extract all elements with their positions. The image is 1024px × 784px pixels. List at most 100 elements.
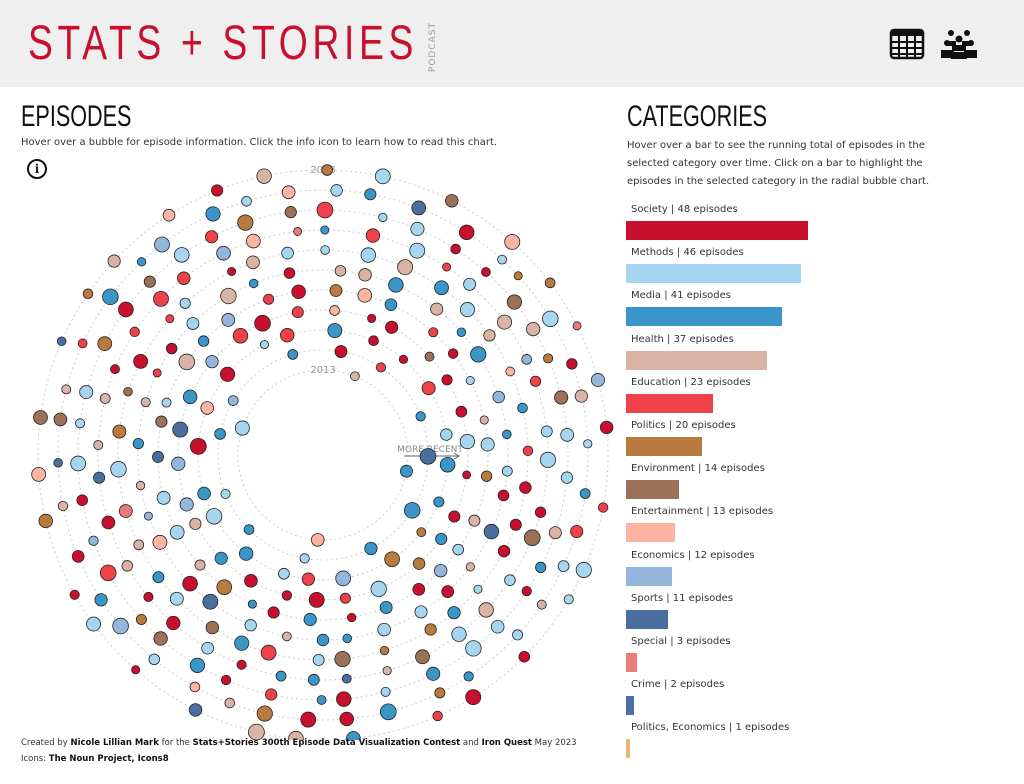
episode-bubble[interactable] (522, 445, 534, 457)
bar-economics[interactable] (626, 566, 672, 586)
episode-bubble[interactable] (433, 496, 445, 508)
episode-bubble[interactable] (234, 420, 250, 436)
episode-bubble[interactable] (82, 288, 94, 300)
bar-politics-economics[interactable] (626, 739, 630, 759)
episode-bubble[interactable] (421, 381, 436, 396)
episode-bubble[interactable] (463, 671, 474, 682)
episode-bubble[interactable] (570, 524, 584, 539)
episode-bubble[interactable] (244, 574, 258, 588)
episode-bubble[interactable] (480, 437, 495, 452)
episode-bubble[interactable] (334, 345, 348, 358)
bar-health[interactable] (626, 350, 767, 370)
episode-bubble[interactable] (220, 674, 232, 686)
episode-bubble[interactable] (497, 314, 513, 330)
episode-bubble[interactable] (186, 317, 200, 330)
episode-bubble[interactable] (378, 212, 388, 223)
episode-bubble[interactable] (216, 579, 233, 595)
episode-bubble[interactable] (132, 437, 144, 450)
episode-bubble[interactable] (428, 327, 439, 338)
episode-bubble[interactable] (169, 524, 185, 540)
episode-bubble[interactable] (156, 490, 171, 505)
episode-bubble[interactable] (451, 626, 467, 642)
episode-bubble[interactable] (459, 433, 475, 450)
episode-bubble[interactable] (400, 464, 413, 478)
episode-bubble[interactable] (506, 294, 523, 310)
episode-bubble[interactable] (321, 164, 333, 176)
episode-bubble[interactable] (452, 543, 464, 556)
episode-bubble[interactable] (481, 470, 493, 482)
episode-bubble[interactable] (216, 245, 231, 261)
episode-bubble[interactable] (388, 277, 404, 293)
episode-bubble[interactable] (293, 227, 303, 236)
episode-bubble[interactable] (504, 233, 521, 250)
episode-bubble[interactable] (97, 336, 113, 351)
episode-bubble[interactable] (197, 335, 210, 347)
episode-bubble[interactable] (71, 550, 85, 563)
episode-bubble[interactable] (93, 471, 106, 484)
episode-bubble[interactable] (543, 353, 554, 364)
episode-bubble[interactable] (517, 402, 528, 414)
episode-bubble[interactable] (481, 267, 491, 277)
episode-bubble[interactable] (316, 201, 334, 219)
episode-bubble[interactable] (382, 666, 392, 676)
episode-bubble[interactable] (220, 287, 237, 305)
bar-sports[interactable] (626, 609, 668, 629)
episode-bubble[interactable] (478, 602, 494, 618)
episode-bubble[interactable] (260, 644, 277, 661)
episode-bubble[interactable] (412, 557, 426, 570)
episode-bubble[interactable] (415, 411, 426, 422)
episode-bubble[interactable] (136, 257, 147, 267)
episode-bubble[interactable] (121, 560, 133, 572)
episode-bubble[interactable] (548, 526, 562, 540)
episode-bubble[interactable] (133, 539, 145, 551)
episode-bubble[interactable] (462, 470, 472, 480)
episode-bubble[interactable] (188, 703, 203, 717)
episode-bubble[interactable] (221, 313, 236, 327)
episode-bubble[interactable] (557, 560, 570, 573)
episode-bubble[interactable] (56, 336, 67, 347)
episode-bubble[interactable] (165, 314, 175, 324)
episode-bubble[interactable] (554, 390, 569, 405)
episode-bubble[interactable] (574, 389, 588, 403)
episode-bubble[interactable] (224, 697, 236, 709)
bar-entertainment[interactable] (626, 523, 676, 543)
episode-bubble[interactable] (76, 494, 88, 506)
episode-bubble[interactable] (339, 711, 354, 727)
episode-bubble[interactable] (166, 615, 181, 631)
episode-bubble[interactable] (459, 302, 476, 318)
episode-bubble[interactable] (248, 723, 265, 740)
episode-bubble[interactable] (112, 424, 127, 439)
episode-bubble[interactable] (346, 731, 361, 740)
episode-bubble[interactable] (182, 389, 198, 405)
episode-bubble[interactable] (278, 567, 290, 580)
episode-bubble[interactable] (320, 225, 330, 235)
episode-bubble[interactable] (316, 633, 330, 647)
episode-bubble[interactable] (316, 695, 327, 705)
episode-bubble[interactable] (463, 277, 476, 291)
episode-bubble[interactable] (239, 546, 254, 561)
episode-bubble[interactable] (153, 631, 168, 646)
episode-bubble[interactable] (291, 284, 306, 300)
episode-bubble[interactable] (518, 650, 531, 663)
episode-bubble[interactable] (205, 206, 221, 222)
episode-bubble[interactable] (152, 571, 165, 584)
episode-bubble[interactable] (327, 323, 343, 338)
episode-bubble[interactable] (364, 541, 378, 556)
episode-bubble[interactable] (254, 314, 271, 332)
episode-bubble[interactable] (308, 591, 325, 608)
episode-bubble[interactable] (227, 267, 237, 276)
episode-bubble[interactable] (370, 580, 387, 598)
people-group-icon[interactable] (941, 28, 977, 60)
episode-bubble[interactable] (357, 288, 373, 303)
episode-bubble[interactable] (88, 535, 99, 546)
episode-bubble[interactable] (350, 371, 360, 382)
episode-bubble[interactable] (509, 518, 522, 531)
episode-bubble[interactable] (468, 514, 481, 527)
episode-bubble[interactable] (560, 427, 575, 442)
episode-bubble[interactable] (38, 513, 53, 529)
episode-bubble[interactable] (173, 247, 190, 263)
episode-bubble[interactable] (335, 570, 352, 587)
episode-bubble[interactable] (70, 455, 86, 472)
episode-bubble[interactable] (415, 649, 430, 665)
episode-bubble[interactable] (521, 585, 532, 597)
